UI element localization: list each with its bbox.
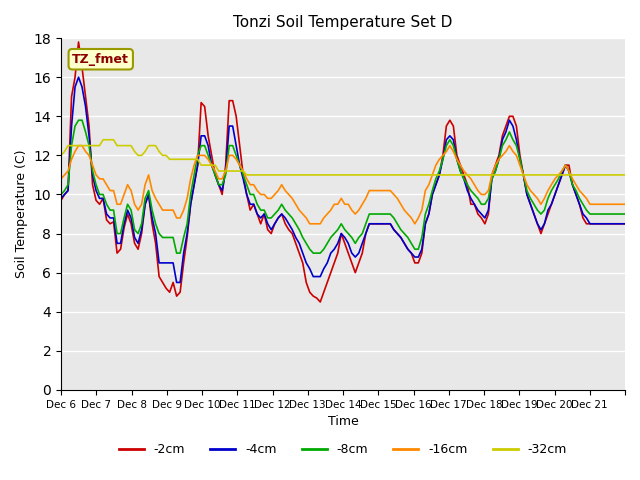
Text: TZ_fmet: TZ_fmet [72, 53, 129, 66]
-8cm [173, 250, 180, 256]
-2cm [57, 197, 65, 203]
-32cm [435, 172, 443, 178]
-16cm [243, 176, 250, 182]
-8cm [513, 143, 520, 148]
-32cm [109, 137, 117, 143]
-2cm [75, 39, 83, 45]
-8cm [516, 156, 524, 162]
-16cm [516, 162, 524, 168]
-32cm [516, 172, 524, 178]
-8cm [435, 168, 443, 174]
-8cm [621, 211, 629, 217]
-8cm [246, 192, 254, 197]
-2cm [621, 221, 629, 227]
-4cm [246, 202, 254, 207]
-32cm [621, 172, 629, 178]
-16cm [306, 221, 314, 227]
Y-axis label: Soil Temperature (C): Soil Temperature (C) [15, 150, 28, 278]
-8cm [57, 192, 65, 197]
-4cm [435, 172, 443, 178]
-32cm [57, 153, 65, 158]
-4cm [75, 74, 83, 80]
-2cm [246, 207, 254, 213]
-16cm [513, 153, 520, 158]
-16cm [621, 202, 629, 207]
-4cm [250, 202, 257, 207]
-4cm [57, 195, 65, 201]
-2cm [316, 299, 324, 305]
Line: -32cm: -32cm [61, 140, 625, 175]
-16cm [109, 188, 117, 193]
-2cm [516, 153, 524, 158]
-2cm [513, 123, 520, 129]
-16cm [75, 143, 83, 148]
Title: Tonzi Soil Temperature Set D: Tonzi Soil Temperature Set D [234, 15, 452, 30]
-32cm [99, 137, 107, 143]
-8cm [250, 192, 257, 197]
Line: -16cm: -16cm [61, 145, 625, 224]
-16cm [435, 156, 443, 162]
-32cm [513, 172, 520, 178]
Line: -4cm: -4cm [61, 77, 625, 282]
-16cm [57, 176, 65, 182]
Legend: -2cm, -4cm, -8cm, -16cm, -32cm: -2cm, -4cm, -8cm, -16cm, -32cm [114, 438, 572, 461]
-2cm [243, 192, 250, 197]
Line: -2cm: -2cm [61, 42, 625, 302]
-32cm [250, 172, 257, 178]
-4cm [109, 215, 117, 221]
-32cm [243, 172, 250, 178]
-16cm [246, 182, 254, 188]
Line: -8cm: -8cm [61, 120, 625, 253]
-8cm [75, 117, 83, 123]
-32cm [246, 172, 254, 178]
-4cm [621, 221, 629, 227]
-2cm [435, 172, 443, 178]
-4cm [173, 279, 180, 285]
-4cm [516, 156, 524, 162]
-4cm [513, 137, 520, 143]
-8cm [109, 207, 117, 213]
X-axis label: Time: Time [328, 415, 358, 428]
-2cm [109, 219, 117, 225]
